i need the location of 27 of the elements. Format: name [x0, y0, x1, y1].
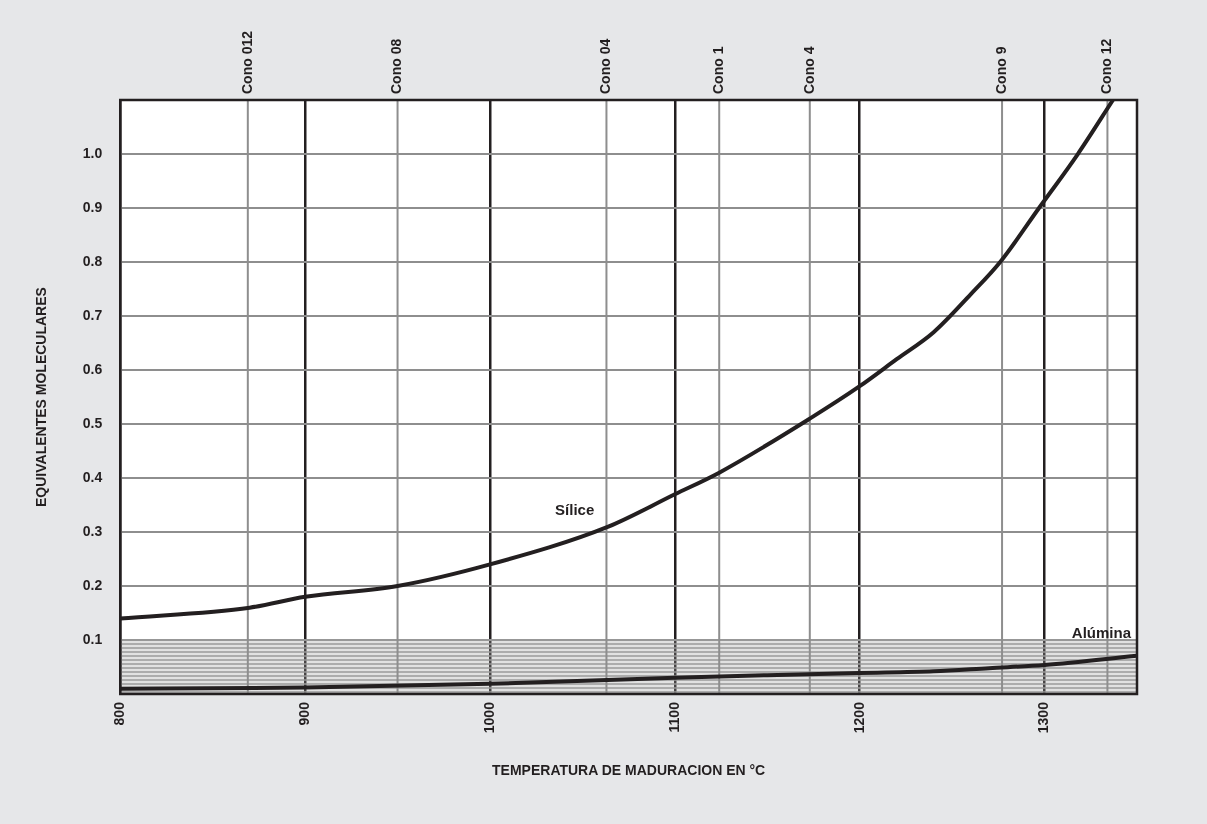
y-tick-label: 1.0 — [82, 144, 103, 161]
ref-line-label: Cono 12 — [1098, 38, 1115, 94]
x-tick-label: 1300 — [1035, 701, 1052, 734]
y-axis-title: EQUIVALENTES MOLECULARES — [33, 287, 50, 507]
y-tick-label: 0.7 — [82, 306, 103, 323]
y-tick-label: 0.9 — [82, 198, 103, 215]
y-tick-label: 0.3 — [82, 522, 103, 539]
y-tick-label: 0.5 — [82, 414, 103, 431]
x-tick-label: 1200 — [850, 701, 867, 734]
x-tick-label: 1100 — [665, 701, 682, 733]
x-tick-label: 900 — [295, 701, 312, 726]
y-tick-label: 0.2 — [82, 576, 103, 593]
ref-line-label: Cono 08 — [388, 38, 405, 94]
y-tick-label: 0.1 — [82, 630, 103, 647]
ref-line-label: Cono 1 — [710, 46, 727, 94]
ref-line-label: Cono 9 — [992, 46, 1009, 94]
series-label: Sílice — [555, 501, 595, 519]
y-tick-label: 0.6 — [82, 360, 103, 377]
y-tick-label: 0.4 — [82, 468, 103, 485]
ref-line-label: Cono 4 — [800, 46, 817, 94]
x-tick-label: 1000 — [480, 701, 497, 734]
x-axis-title: TEMPERATURA DE MADURACION EN °C — [492, 762, 766, 779]
x-tick-label: 800 — [111, 701, 128, 726]
ref-line-label: Cono 04 — [597, 38, 614, 94]
series-label: Alúmina — [1071, 624, 1132, 642]
y-tick-label: 0.8 — [82, 252, 103, 269]
ref-line-label: Cono 012 — [238, 30, 255, 94]
